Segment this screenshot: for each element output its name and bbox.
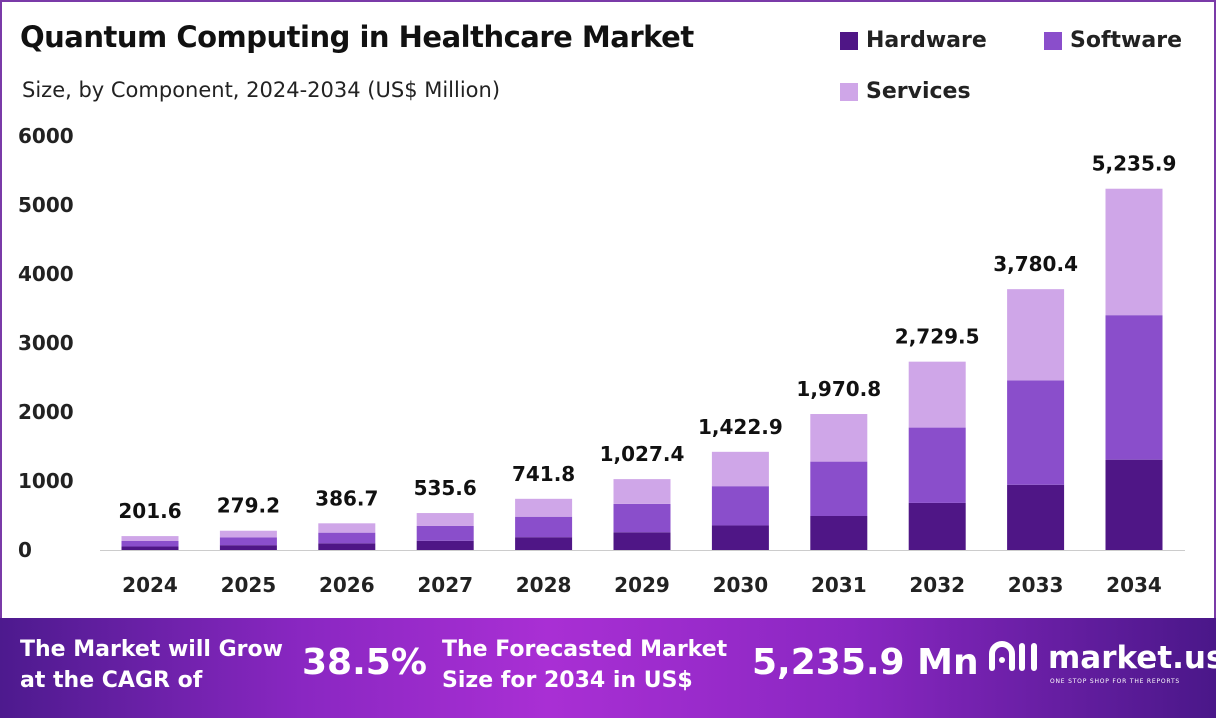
logo-tagline: ONE STOP SHOP FOR THE REPORTS bbox=[1050, 678, 1181, 685]
x-tick-label: 2029 bbox=[614, 573, 670, 597]
legend-hardware: Hardware bbox=[840, 28, 987, 53]
y-tick-label: 6000 bbox=[18, 124, 74, 148]
chart-subtitle: Size, by Component, 2024-2034 (US$ Milli… bbox=[22, 78, 501, 102]
bar-segment-hardware bbox=[711, 525, 769, 550]
cagr-value: 38.5% bbox=[302, 642, 427, 683]
x-tick-label: 2026 bbox=[319, 573, 375, 597]
bar-segment-services bbox=[515, 498, 573, 517]
bar-segment-hardware bbox=[219, 545, 277, 550]
bar-segment-services bbox=[318, 523, 376, 533]
market-us-logo: market.us ONE STOP SHOP FOR THE REPORTS bbox=[988, 638, 1216, 685]
forecast-value: 5,235.9 Mn bbox=[752, 642, 979, 683]
x-tick-label: 2028 bbox=[516, 573, 572, 597]
x-tick-label: 2027 bbox=[417, 573, 473, 597]
forecast-label-line2: Size for 2034 in US$ bbox=[442, 668, 693, 693]
bar-segment-hardware bbox=[318, 543, 376, 550]
data-label: 741.8 bbox=[512, 462, 575, 486]
bar-segment-services bbox=[908, 361, 966, 428]
bar-segment-hardware bbox=[515, 537, 573, 550]
x-tick-label: 2034 bbox=[1106, 573, 1162, 597]
forecast-label: The Forecasted Market Size for 2034 in U… bbox=[442, 634, 727, 696]
bar-segment-software bbox=[810, 461, 868, 517]
bar-segment-services bbox=[810, 414, 868, 462]
data-label: 386.7 bbox=[315, 486, 378, 510]
bar-segment-hardware bbox=[613, 532, 671, 550]
cagr-label: The Market will Grow at the CAGR of bbox=[20, 634, 283, 696]
bar-segment-software bbox=[121, 540, 179, 547]
legend-swatch-services bbox=[840, 82, 858, 101]
chart-title: Quantum Computing in Healthcare Market bbox=[20, 20, 694, 54]
bar-segment-hardware bbox=[416, 540, 474, 550]
y-tick-label: 0 bbox=[18, 538, 32, 562]
x-tick-label: 2031 bbox=[811, 573, 867, 597]
data-label: 1,422.9 bbox=[698, 415, 783, 439]
bar-segment-software bbox=[515, 516, 573, 538]
stacked-bar-chart: 0 1000 2000 3000 4000 5000 6000 201.6 2024 279.2 2… bbox=[18, 124, 1185, 597]
x-tick-label: 2025 bbox=[221, 573, 277, 597]
logo-icon bbox=[989, 641, 1037, 671]
legend-swatch-hardware bbox=[840, 31, 858, 50]
legend-swatch-software bbox=[1044, 31, 1062, 50]
x-tick-label: 2030 bbox=[713, 573, 769, 597]
bar-segment-services bbox=[219, 530, 277, 538]
bar-segment-software bbox=[1105, 315, 1163, 460]
bar-segment-software bbox=[613, 503, 671, 533]
y-tick-label: 5000 bbox=[18, 193, 74, 217]
bar-segment-software bbox=[318, 532, 376, 544]
bar-segment-services bbox=[1007, 289, 1065, 381]
data-label: 535.6 bbox=[414, 476, 477, 500]
y-tick-label: 3000 bbox=[18, 331, 74, 355]
legend-label: Software bbox=[1070, 28, 1182, 53]
bar-segment-services bbox=[1105, 188, 1163, 316]
bar-segment-hardware bbox=[1105, 459, 1163, 550]
legend-software: Software bbox=[1044, 28, 1182, 53]
y-tick-label: 4000 bbox=[18, 262, 74, 286]
bar-segment-software bbox=[711, 486, 769, 526]
bar-segment-hardware bbox=[1007, 484, 1065, 550]
legend-label: Services bbox=[866, 79, 971, 104]
data-label: 1,027.4 bbox=[600, 442, 685, 466]
bar-segment-software bbox=[416, 525, 474, 541]
bar-segment-hardware bbox=[810, 516, 868, 550]
bar-segment-hardware bbox=[908, 502, 966, 550]
bar-segment-software bbox=[219, 537, 277, 546]
bar-segment-services bbox=[416, 513, 474, 526]
data-label: 279.2 bbox=[217, 494, 280, 518]
summary-banner: The Market will Grow at the CAGR of 38.5… bbox=[0, 618, 1216, 718]
data-label: 3,780.4 bbox=[993, 252, 1078, 276]
cagr-label-line1: The Market will Grow bbox=[20, 637, 283, 662]
y-tick-label: 1000 bbox=[18, 469, 74, 493]
data-label: 2,729.5 bbox=[895, 325, 980, 349]
legend-label: Hardware bbox=[866, 28, 987, 53]
bar-segment-services bbox=[613, 479, 671, 504]
bar-segment-services bbox=[711, 451, 769, 487]
data-label: 201.6 bbox=[118, 499, 181, 523]
x-tick-label: 2024 bbox=[122, 573, 178, 597]
bar-segment-services bbox=[121, 536, 179, 541]
data-label: 1,970.8 bbox=[796, 377, 881, 401]
x-tick-label: 2032 bbox=[909, 573, 965, 597]
logo-name: market.us bbox=[1048, 640, 1216, 676]
cagr-label-line2: at the CAGR of bbox=[20, 668, 203, 693]
legend-services: Services bbox=[840, 79, 971, 104]
x-tick-label: 2033 bbox=[1008, 573, 1064, 597]
bar-segment-software bbox=[1007, 380, 1065, 485]
forecast-label-line1: The Forecasted Market bbox=[442, 637, 728, 662]
bar-segment-software bbox=[908, 427, 966, 503]
bar-segment-hardware bbox=[121, 546, 179, 550]
data-label: 5,235.9 bbox=[1092, 152, 1177, 176]
y-tick-label: 2000 bbox=[18, 400, 74, 424]
